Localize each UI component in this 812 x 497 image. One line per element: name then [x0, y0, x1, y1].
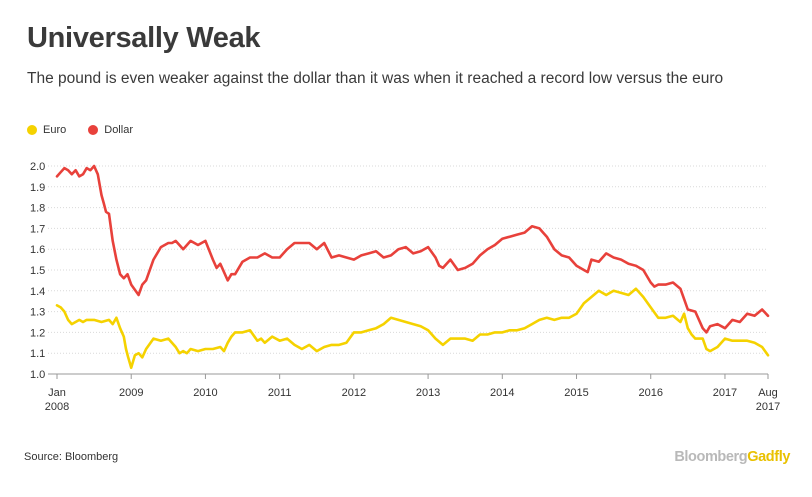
y-tick-label: 1.9 — [30, 182, 45, 194]
bloomberg-gadfly-logo: BloombergGadfly — [674, 449, 790, 465]
x-tick-label: 2011 — [268, 387, 292, 399]
y-tick-label: 1.1 — [30, 348, 45, 360]
series-line-euro — [55, 287, 770, 370]
series-line-dollar — [55, 164, 770, 334]
legend-item-dollar: Dollar — [88, 124, 133, 136]
legend-euro-swatch — [27, 125, 37, 135]
y-tick-label: 2.0 — [30, 161, 45, 173]
x-tick-label: 2009 — [119, 387, 143, 399]
legend-dollar-swatch — [88, 125, 99, 135]
brand-part-2: Gadfly — [747, 449, 790, 465]
x-tick-label: 2015 — [564, 387, 588, 399]
x-tick-label: 2008 — [45, 401, 69, 413]
x-tick-label: 2016 — [638, 387, 662, 399]
y-tick-label: 1.3 — [30, 307, 45, 319]
chart-title: Universally Weak — [27, 22, 261, 54]
legend-euro-label: Euro — [43, 124, 67, 136]
y-tick-label: 1.8 — [30, 203, 45, 215]
x-tick-label: Jan — [48, 387, 66, 399]
chart-subtitle: The pound is even weaker against the dol… — [27, 70, 724, 87]
y-tick-label: 1.4 — [30, 286, 45, 298]
x-tick-label: Aug — [758, 387, 778, 399]
legend: Euro Dollar — [27, 124, 133, 136]
y-tick-label: 1.7 — [30, 223, 45, 235]
x-tick-label: 2010 — [193, 387, 217, 399]
source-note: Source: Bloomberg — [24, 451, 119, 463]
x-tick-label: 2014 — [490, 387, 514, 399]
y-tick-label: 1.0 — [30, 369, 45, 381]
legend-item-euro: Euro — [27, 124, 66, 136]
y-tick-label: 1.2 — [30, 327, 45, 339]
legend-dollar-label: Dollar — [104, 124, 133, 136]
y-tick-label: 1.5 — [30, 265, 45, 277]
brand-part-1: Bloomberg — [674, 449, 748, 465]
x-tick-label: 2013 — [416, 387, 440, 399]
x-tick-label: 2017 — [756, 401, 780, 413]
y-tick-label: 1.6 — [30, 244, 45, 256]
x-tick-label: 2012 — [342, 387, 366, 399]
x-tick-label: 2017 — [713, 387, 737, 399]
